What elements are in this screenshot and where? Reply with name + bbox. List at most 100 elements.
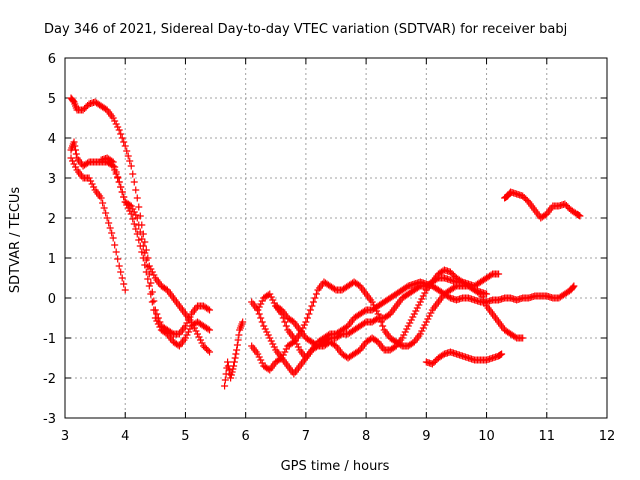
data-point: [294, 343, 302, 351]
data-point: [138, 248, 146, 256]
series-track-9: [272, 266, 491, 362]
x-tick-label: 3: [61, 429, 69, 444]
data-point: [117, 130, 125, 138]
data-point: [126, 157, 134, 165]
data-point: [562, 202, 570, 209]
data-point: [204, 325, 212, 333]
data-point: [269, 296, 277, 304]
data-point: [267, 337, 275, 345]
data-point: [258, 297, 266, 305]
data-point: [200, 342, 208, 350]
data-point: [330, 285, 338, 293]
data-point: [124, 152, 132, 160]
data-point: [70, 138, 78, 146]
y-tick-label: 3: [48, 172, 56, 187]
data-point: [520, 194, 528, 201]
data-point: [523, 197, 531, 204]
y-tick-label: 6: [48, 52, 56, 67]
data-point: [153, 317, 161, 325]
data-point: [305, 310, 313, 318]
axis-ticks: [64, 57, 608, 419]
data-point: [404, 322, 412, 330]
series-track-7: [248, 278, 527, 374]
data-point: [72, 150, 80, 158]
series-track-10: [422, 348, 506, 368]
data-point: [184, 316, 192, 324]
data-point: [133, 194, 141, 202]
data-point: [130, 220, 138, 228]
data-point: [229, 365, 237, 373]
data-point: [85, 174, 93, 182]
data-point: [162, 329, 170, 337]
data-point: [264, 331, 272, 339]
data-point: [306, 306, 314, 314]
data-point: [361, 307, 369, 315]
data-point: [118, 134, 126, 142]
data-point: [120, 193, 128, 201]
data-point: [576, 212, 584, 220]
data-point: [446, 268, 454, 276]
data-point: [257, 356, 265, 364]
series-track-8: [254, 270, 503, 378]
series-track-2: [67, 138, 214, 338]
data-point: [186, 313, 194, 321]
data-point: [141, 238, 149, 246]
data-marks: [67, 94, 584, 390]
data-point: [263, 328, 271, 336]
data-point: [121, 286, 129, 294]
data-point: [430, 359, 438, 366]
data-point: [69, 157, 77, 165]
data-point: [81, 105, 89, 112]
data-point: [124, 204, 132, 212]
plot-frame: [64, 57, 608, 419]
data-point: [111, 241, 119, 249]
data-point: [495, 270, 503, 278]
series-track-3: [67, 154, 129, 294]
data-point: [109, 234, 117, 242]
data-point: [569, 283, 577, 291]
data-point: [97, 194, 105, 202]
data-point: [106, 224, 114, 232]
data-point: [138, 235, 146, 243]
data-point: [67, 154, 75, 162]
data-point: [227, 371, 235, 379]
data-point: [135, 221, 143, 229]
data-point: [70, 160, 78, 168]
data-point: [425, 312, 433, 320]
data-point: [204, 347, 212, 354]
y-tick-label: 4: [48, 132, 56, 147]
data-point: [228, 368, 236, 376]
data-point: [519, 334, 527, 342]
x-tick-label: 5: [181, 429, 189, 444]
data-point: [373, 315, 381, 323]
data-point: [82, 103, 90, 111]
data-point: [127, 210, 135, 218]
data-point: [309, 298, 317, 306]
data-point: [261, 325, 269, 333]
y-tick-label: 1: [48, 252, 56, 267]
data-point: [109, 158, 117, 166]
data-point: [150, 271, 158, 279]
data-point: [239, 318, 247, 326]
data-point: [115, 262, 123, 270]
data-point: [267, 293, 275, 301]
data-point: [403, 325, 411, 333]
data-point: [270, 299, 278, 307]
data-point: [115, 178, 123, 186]
data-point: [142, 268, 150, 276]
data-point: [257, 300, 265, 308]
data-point: [181, 334, 189, 342]
data-point: [258, 359, 266, 367]
data-point: [183, 331, 191, 339]
data-point: [439, 351, 447, 359]
data-point: [415, 301, 423, 309]
data-point: [233, 346, 241, 354]
data-point: [224, 358, 232, 366]
data-point: [123, 147, 131, 155]
data-point: [230, 358, 238, 366]
data-point: [258, 318, 266, 326]
data-point: [355, 281, 363, 289]
data-point: [255, 303, 263, 311]
data-point: [371, 304, 379, 312]
